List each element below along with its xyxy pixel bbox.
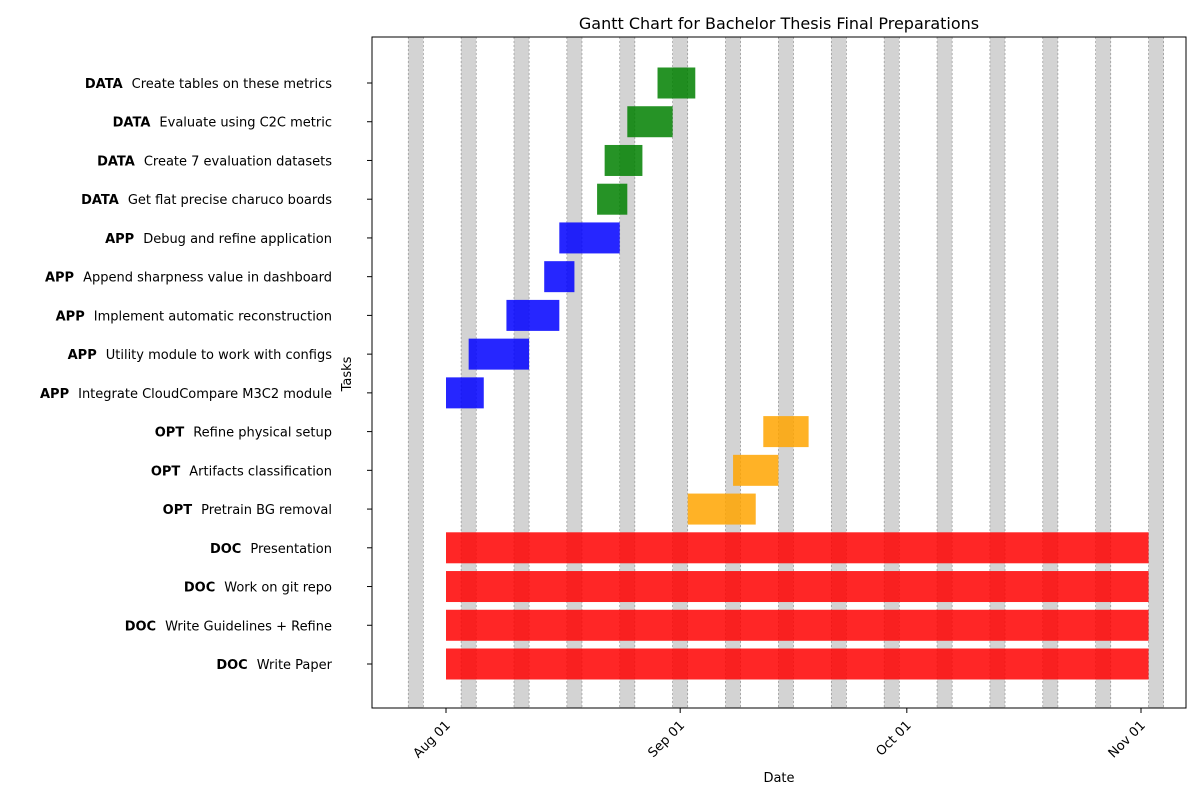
task-name: Get flat precise charuco boards: [128, 193, 332, 208]
weekend-band: [619, 37, 635, 708]
task-name: Evaluate using C2C metric: [159, 116, 332, 131]
task-bar: [544, 261, 575, 293]
task-bar: [657, 67, 696, 99]
chart-title: Gantt Chart for Bachelor Thesis Final Pr…: [579, 14, 979, 33]
y-tick-label: DOC Write Guidelines + Refine: [125, 619, 332, 634]
task-category: APP: [45, 271, 74, 286]
task-category: DOC: [216, 658, 247, 673]
task-name: Write Paper: [257, 658, 333, 673]
x-tick-label: Sep 01: [645, 718, 688, 761]
task-name: Create tables on these metrics: [132, 77, 333, 92]
y-axis-label: Tasks: [340, 356, 355, 392]
task-name: Implement automatic reconstruction: [94, 309, 332, 324]
task-category: APP: [68, 348, 97, 363]
task-name: Utility module to work with configs: [106, 348, 332, 363]
task-bars: [446, 67, 1149, 680]
y-tick-label: APP Utility module to work with configs: [68, 348, 333, 363]
y-tick-label: APP Integrate CloudCompare M3C2 module: [40, 387, 332, 402]
weekend-band: [989, 37, 1006, 708]
task-bar: [763, 416, 809, 448]
weekend-band: [1095, 37, 1111, 708]
y-tick-label: OPT Refine physical setup: [155, 426, 332, 441]
task-name: Integrate CloudCompare M3C2 module: [78, 387, 332, 402]
task-name: Append sharpness value in dashboard: [83, 271, 332, 286]
y-tick-label: DOC Presentation: [210, 542, 332, 557]
task-category: DATA: [113, 116, 151, 131]
task-name: Artifacts classification: [189, 464, 332, 479]
weekend-band: [408, 37, 424, 708]
task-bar: [604, 144, 643, 176]
task-name: Refine physical setup: [193, 426, 332, 441]
x-tick-label: Aug 01: [411, 718, 454, 761]
weekend-band: [672, 37, 688, 708]
plot-frame: [371, 36, 1187, 709]
task-category: DATA: [81, 193, 119, 208]
x-ticks: Aug 01 Sep 01 Oct 01 Nov 01: [411, 708, 1149, 761]
weekend-band: [725, 37, 741, 708]
weekend-band: [937, 37, 953, 708]
y-ticks: DATA Create tables on these metrics DATA Ev…: [40, 77, 372, 673]
task-name: Pretrain BG removal: [201, 503, 332, 518]
task-bar: [506, 299, 560, 331]
task-bar: [446, 648, 1149, 680]
task-category: APP: [40, 387, 69, 402]
x-tick-label: Nov 01: [1106, 718, 1149, 761]
weekend-band: [778, 37, 794, 708]
task-name: Write Guidelines + Refine: [165, 619, 332, 634]
y-tick-label: DOC Work on git repo: [184, 581, 332, 596]
weekend-band: [831, 37, 847, 708]
y-tick-label: DATA Get flat precise charuco boards: [81, 193, 332, 208]
weekend-band: [566, 37, 582, 708]
task-category: OPT: [155, 426, 185, 441]
y-tick-label: DOC Write Paper: [216, 658, 332, 673]
weekend-band: [1042, 37, 1058, 708]
x-axis-label: Date: [763, 771, 794, 786]
task-category: OPT: [151, 464, 181, 479]
y-tick-label: DATA Create 7 evaluation datasets: [97, 154, 332, 169]
y-tick-label: APP Debug and refine application: [105, 232, 332, 247]
task-bar: [627, 106, 673, 138]
y-tick-label: APP Append sharpness value in dashboard: [45, 271, 332, 286]
y-tick-label: APP Implement automatic reconstruction: [56, 309, 332, 324]
task-category: APP: [105, 232, 134, 247]
task-category: DATA: [85, 77, 123, 92]
y-tick-label: OPT Pretrain BG removal: [163, 503, 332, 518]
weekend-shading: [407, 37, 1164, 708]
task-bar: [733, 454, 779, 486]
task-bar: [446, 532, 1149, 564]
task-name: Work on git repo: [224, 581, 332, 596]
x-tick-label: Oct 01: [874, 718, 915, 759]
y-tick-label: DATA Evaluate using C2C metric: [113, 116, 332, 131]
task-name: Create 7 evaluation datasets: [144, 154, 332, 169]
task-bar: [559, 222, 620, 254]
task-category: DATA: [97, 154, 135, 169]
weekend-band: [513, 37, 530, 708]
weekend-band: [461, 37, 477, 708]
task-bar: [446, 609, 1149, 641]
task-category: DOC: [125, 619, 156, 634]
task-name: Presentation: [250, 542, 332, 557]
task-bar: [468, 338, 530, 370]
y-tick-label: DATA Create tables on these metrics: [85, 77, 332, 92]
task-category: DOC: [184, 581, 215, 596]
weekend-band: [1148, 37, 1164, 708]
task-bar: [687, 493, 756, 525]
task-name: Debug and refine application: [143, 232, 332, 247]
task-bar: [597, 183, 628, 215]
task-bar: [446, 377, 484, 409]
task-category: APP: [56, 309, 85, 324]
y-tick-label: OPT Artifacts classification: [151, 464, 332, 479]
task-category: OPT: [163, 503, 193, 518]
task-bar: [446, 571, 1149, 603]
weekend-band: [884, 37, 900, 708]
task-category: DOC: [210, 542, 241, 557]
